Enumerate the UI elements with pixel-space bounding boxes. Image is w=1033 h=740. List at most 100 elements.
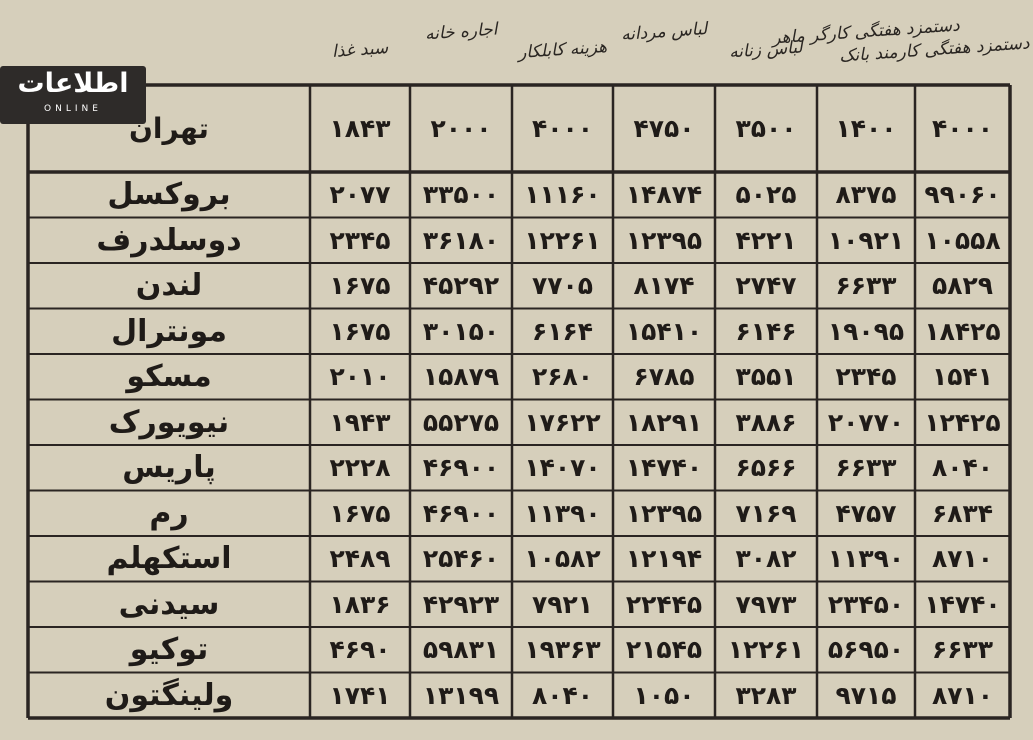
value-cell: ۸۷۱۰ (931, 544, 994, 574)
value-cell: ۳۸۸۶ (735, 407, 797, 437)
value-cell: ۶۱۶۴ (531, 316, 594, 346)
value-cell: ۲۲۴۴۵ (625, 589, 703, 619)
value-cell: ۲۱۵۴۵ (625, 635, 703, 665)
value-cell: ۱۸۲۹۱ (625, 407, 703, 437)
header-city: تهران (129, 112, 209, 145)
value-cell: ۸۷۱۰ (931, 680, 994, 710)
value-cell: ۱۴۷۴۰ (924, 589, 1001, 619)
header-value: ۳۵۰۰ (735, 114, 797, 143)
value-cell: ۶۵۶۶ (735, 453, 797, 483)
value-cell: ۲۰۷۷ (329, 180, 391, 210)
value-cell: ۷۹۲۱ (531, 589, 594, 619)
value-cell: ۱۲۲۶۱ (727, 635, 805, 665)
value-cell: ۱۸۳۶ (329, 589, 391, 619)
value-cell: ۵۹۸۳۱ (422, 635, 500, 665)
value-cell: ۱۴۸۷۴ (625, 180, 703, 210)
value-cell: ۵۸۲۹ (931, 271, 994, 301)
value-cell: ۱۹۰۹۵ (827, 316, 905, 346)
value-cell: ۱۲۳۹۵ (625, 498, 703, 528)
value-cell: ۴۵۲۹۲ (422, 271, 500, 301)
value-cell: ۲۰۷۷۰ (827, 407, 905, 437)
value-cell: ۱۰۵۸۲ (524, 544, 601, 574)
value-cell: ۱۰۵۵۸ (924, 225, 1001, 255)
city-name: توکیو (129, 632, 209, 668)
value-cell: ۱۷۴۱ (329, 680, 391, 710)
value-cell: ۹۹۰۶۰ (924, 180, 1001, 210)
value-cell: ۱۰۹۲۱ (827, 225, 905, 255)
value-cell: ۷۷۰۵ (531, 271, 594, 301)
value-cell: ۸۰۴۰ (531, 680, 594, 710)
value-cell: ۱۳۱۹۹ (422, 680, 500, 710)
value-cell: ۱۴۷۴۰ (625, 453, 703, 483)
logo-title: اطلاعات (17, 68, 129, 99)
value-cell: ۱۸۴۲۵ (924, 316, 1001, 346)
value-cell: ۱۶۷۵ (329, 316, 391, 346)
value-cell: ۱۲۱۹۴ (625, 544, 703, 574)
value-cell: ۱۲۲۶۱ (524, 225, 601, 255)
value-cell: ۴۷۵۷ (835, 498, 897, 528)
value-cell: ۱۲۳۹۵ (625, 225, 703, 255)
value-cell: ۲۴۸۹ (329, 544, 391, 574)
value-cell: ۱۵۸۷۹ (422, 362, 500, 392)
value-cell: ۸۳۷۵ (835, 180, 897, 210)
value-cell: ۲۶۸۰ (531, 362, 594, 392)
logo-subtitle: ONLINE (44, 104, 102, 114)
value-cell: ۱۶۷۵ (329, 498, 391, 528)
value-cell: ۱۱۱۶۰ (524, 180, 601, 210)
value-cell: ۳۶۱۸۰ (422, 225, 500, 255)
city-name: رم (149, 495, 189, 531)
value-cell: ۲۵۴۶۰ (422, 544, 500, 574)
value-cell: ۹۷۱۵ (835, 680, 897, 710)
value-cell: ۶۱۴۶ (735, 316, 797, 346)
value-cell: ۲۷۴۷ (735, 271, 797, 301)
value-cell: ۱۵۴۱ (931, 362, 994, 392)
value-cell: ۲۳۴۵۰ (827, 589, 905, 619)
value-cell: ۶۶۳۳ (835, 271, 897, 301)
header-value: ۲۰۰۰ (430, 114, 492, 143)
value-cell: ۱۱۳۹۰ (524, 498, 601, 528)
header-value: ۴۷۵۰ (633, 114, 695, 143)
city-name: پاریس (122, 450, 216, 486)
value-cell: ۷۱۶۹ (735, 498, 797, 528)
header-value: ۴۰۰۰ (531, 114, 594, 143)
city-name: نیویورک (108, 404, 230, 440)
value-cell: ۵۰۲۵ (735, 180, 797, 210)
city-name: سیدنی (118, 586, 220, 622)
city-name: دوسلدرف (96, 222, 242, 258)
value-cell: ۳۳۵۰۰ (422, 180, 500, 210)
city-name: بروکسل (107, 177, 231, 213)
logo: اطلاعات ONLINE (0, 66, 146, 124)
value-cell: ۲۲۲۸ (329, 453, 391, 483)
value-cell: ۲۰۱۰ (329, 362, 391, 392)
value-cell: ۲۳۴۵ (835, 362, 897, 392)
value-cell: ۲۳۴۵ (329, 225, 391, 255)
city-name: مسکو (126, 359, 212, 395)
header-value: ۴۰۰۰ (931, 114, 994, 143)
value-cell: ۱۱۳۹۰ (827, 544, 905, 574)
city-name: استکهلم (106, 541, 232, 577)
value-cell: ۱۶۷۵ (329, 271, 391, 301)
value-cell: ۳۰۸۲ (735, 544, 797, 574)
value-cell: ۳۰۱۵۰ (422, 316, 500, 346)
value-cell: ۳۵۵۱ (735, 362, 797, 392)
value-cell: ۸۱۷۴ (633, 271, 695, 301)
column-heading: سبد غذا (331, 38, 389, 62)
header-value: ۱۸۴۳ (329, 114, 391, 143)
value-cell: ۱۵۴۱۰ (625, 316, 703, 346)
value-cell: ۶۶۳۳ (931, 635, 994, 665)
value-cell: ۷۹۷۳ (735, 589, 797, 619)
city-name: ولینگتون (104, 677, 234, 713)
value-cell: ۱۹۴۳ (329, 407, 391, 437)
city-name: مونترال (111, 313, 227, 349)
value-cell: ۴۲۹۲۳ (422, 589, 500, 619)
value-cell: ۴۶۹۰۰ (422, 498, 500, 528)
value-cell: ۱۲۴۲۵ (924, 407, 1001, 437)
value-cell: ۳۲۸۳ (735, 680, 797, 710)
value-cell: ۱۷۶۲۲ (524, 407, 601, 437)
value-cell: ۴۶۹۰ (329, 635, 391, 665)
value-cell: ۴۲۲۱ (735, 225, 797, 255)
value-cell: ۶۷۸۵ (633, 362, 695, 392)
value-cell: ۸۰۴۰ (931, 453, 994, 483)
value-cell: ۱۹۳۶۳ (524, 635, 601, 665)
